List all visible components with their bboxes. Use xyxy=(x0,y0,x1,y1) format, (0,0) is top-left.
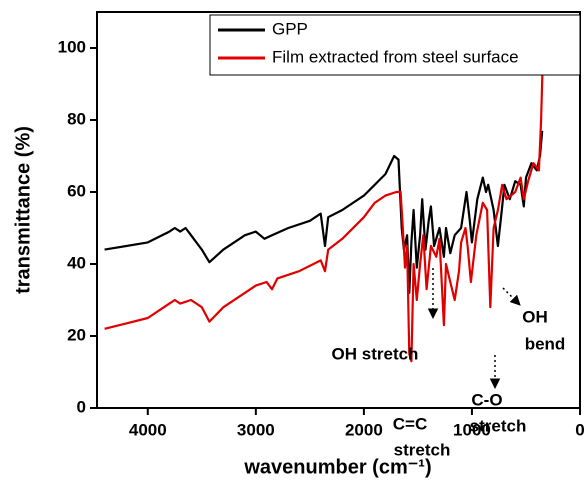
legend-box xyxy=(209,14,581,76)
x-tick-label: 2000 xyxy=(345,420,383,439)
x-tick-label: 1000 xyxy=(453,420,491,439)
y-tick-label: 80 xyxy=(67,109,86,128)
plot-frame xyxy=(96,11,581,409)
y-tick-label: 40 xyxy=(67,253,86,272)
annotation: stretch xyxy=(394,440,451,459)
spectrum-line xyxy=(104,130,544,294)
x-tick-label: 3000 xyxy=(237,420,275,439)
x-axis-label: wavenumber (cm⁻¹) xyxy=(243,456,431,478)
annotation: OH stretch xyxy=(332,344,419,363)
x-tick-label: 0 xyxy=(575,420,584,439)
y-tick-label: 100 xyxy=(58,37,86,56)
y-tick-label: 0 xyxy=(77,397,86,416)
arrow xyxy=(502,287,521,306)
annotation: C=C xyxy=(393,414,427,433)
annotation: bend xyxy=(525,334,566,353)
legend-label: GPP xyxy=(272,19,308,38)
y-tick-label: 20 xyxy=(67,325,86,344)
y-axis-label: transmittance (%) xyxy=(12,126,34,294)
y-tick-label: 60 xyxy=(67,181,86,200)
annotation: C-O xyxy=(471,390,502,409)
annotation: OH xyxy=(522,307,548,326)
legend-label: Film extracted from steel surface xyxy=(272,47,519,66)
spectrum-line xyxy=(104,62,544,363)
x-tick-label: 4000 xyxy=(129,420,167,439)
annotation: stretch xyxy=(470,416,527,435)
